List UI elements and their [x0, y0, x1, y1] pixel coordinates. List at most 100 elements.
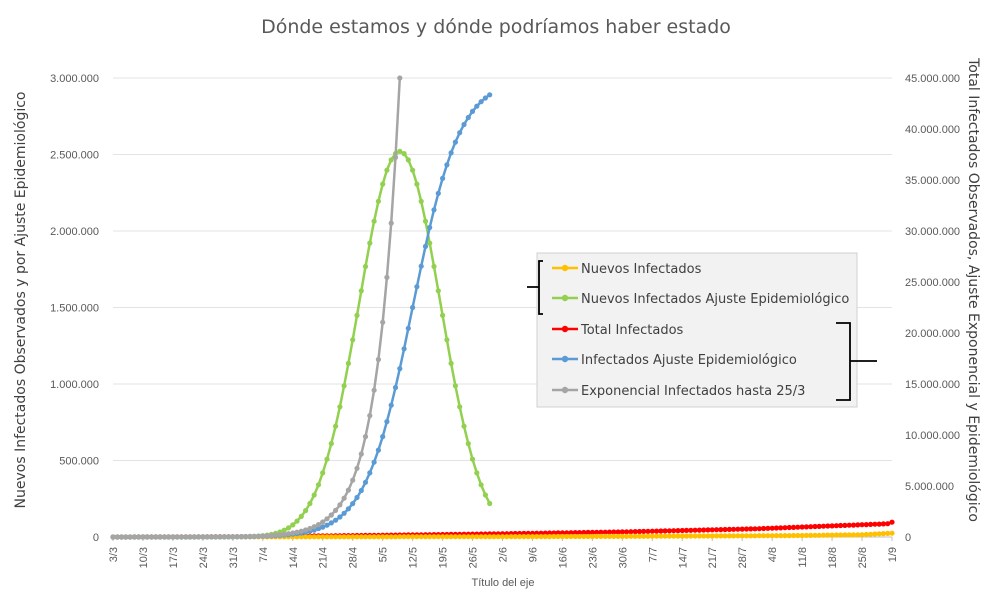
data-point [238, 534, 244, 540]
series-layer [110, 75, 895, 540]
data-point [752, 526, 758, 532]
data-point [247, 533, 253, 540]
data-point [542, 534, 548, 540]
x-tick-label: 10/3 [138, 547, 150, 568]
x-tick-label: 24/3 [198, 547, 210, 568]
data-point [144, 534, 150, 540]
data-point [632, 529, 638, 535]
data-point [825, 532, 831, 538]
data-point [290, 522, 296, 528]
data-point [529, 534, 536, 540]
data-point [303, 508, 309, 514]
data-point [876, 531, 882, 537]
data-point [743, 526, 750, 532]
data-point [829, 523, 835, 529]
data-point [649, 528, 655, 534]
data-point [311, 492, 317, 498]
data-point [611, 529, 617, 535]
x-tick-label: 28/7 [737, 547, 749, 568]
data-point [756, 526, 762, 532]
data-point [350, 534, 356, 540]
data-point [350, 337, 356, 343]
data-point [452, 139, 458, 145]
data-point [311, 534, 317, 540]
x-tick-label: 5/5 [378, 547, 390, 562]
data-point [170, 534, 176, 540]
data-point [410, 534, 416, 540]
data-point [889, 519, 895, 525]
data-point [572, 533, 578, 540]
data-point [465, 114, 471, 121]
legend-label: Infectados Ajuste Epidemiológico [581, 353, 797, 368]
data-point [576, 530, 583, 536]
data-point [178, 534, 185, 540]
data-point [427, 240, 433, 246]
data-point [838, 532, 844, 538]
data-point [504, 534, 510, 540]
legend-right-brace [836, 322, 877, 401]
data-point [281, 527, 287, 533]
data-point [641, 533, 647, 539]
data-point [418, 263, 424, 269]
data-point [538, 534, 544, 540]
data-point [375, 534, 381, 540]
data-point [876, 521, 882, 527]
data-point [859, 522, 865, 528]
data-point [337, 502, 343, 508]
data-point [735, 526, 741, 532]
data-point [722, 533, 728, 539]
data-point [649, 533, 655, 539]
data-point [110, 534, 116, 540]
data-point [624, 529, 630, 535]
data-point [598, 533, 604, 540]
legend-swatch-marker [561, 386, 569, 394]
data-point [418, 198, 424, 204]
x-axis-label: Título del eje [472, 577, 535, 589]
x-tick-label: 11/8 [797, 547, 809, 568]
data-point [718, 533, 724, 539]
data-point [328, 512, 334, 518]
data-point [820, 523, 827, 529]
data-point [444, 534, 450, 540]
data-point [765, 533, 771, 539]
data-point [367, 413, 373, 419]
data-point [191, 534, 197, 540]
data-point [889, 530, 895, 536]
data-point [743, 533, 750, 539]
data-point [388, 534, 394, 540]
legend-label: Nuevos Infectados [581, 262, 702, 277]
y-right-tick-label: 30.000.000 [905, 226, 960, 238]
x-tick-label: 14/7 [677, 547, 689, 568]
data-point [683, 527, 690, 534]
data-point [619, 529, 625, 535]
data-point [769, 533, 775, 539]
data-point [812, 523, 818, 530]
data-point [388, 157, 394, 163]
data-point [273, 532, 279, 538]
data-point [739, 533, 745, 539]
x-tick-label: 7/4 [258, 547, 270, 562]
data-point [636, 533, 643, 539]
data-point [880, 521, 887, 527]
y-right-tick-label: 10.000.000 [905, 430, 960, 442]
data-point [422, 243, 429, 249]
data-point [358, 288, 364, 294]
data-point [371, 387, 377, 393]
x-tick-label: 28/4 [348, 547, 360, 568]
x-tick-label: 1/9 [887, 547, 899, 562]
data-point [315, 482, 322, 488]
data-point [521, 534, 527, 540]
data-point [739, 526, 745, 532]
data-point [217, 534, 223, 540]
data-point [855, 532, 861, 538]
data-point [508, 534, 514, 540]
data-point [487, 500, 493, 507]
data-point [358, 487, 364, 494]
data-point [380, 434, 386, 440]
data-point [294, 518, 300, 524]
data-point [478, 482, 484, 488]
data-point [833, 532, 840, 538]
data-point [859, 532, 865, 538]
legend-left-brace [527, 260, 543, 315]
data-point [427, 534, 433, 540]
